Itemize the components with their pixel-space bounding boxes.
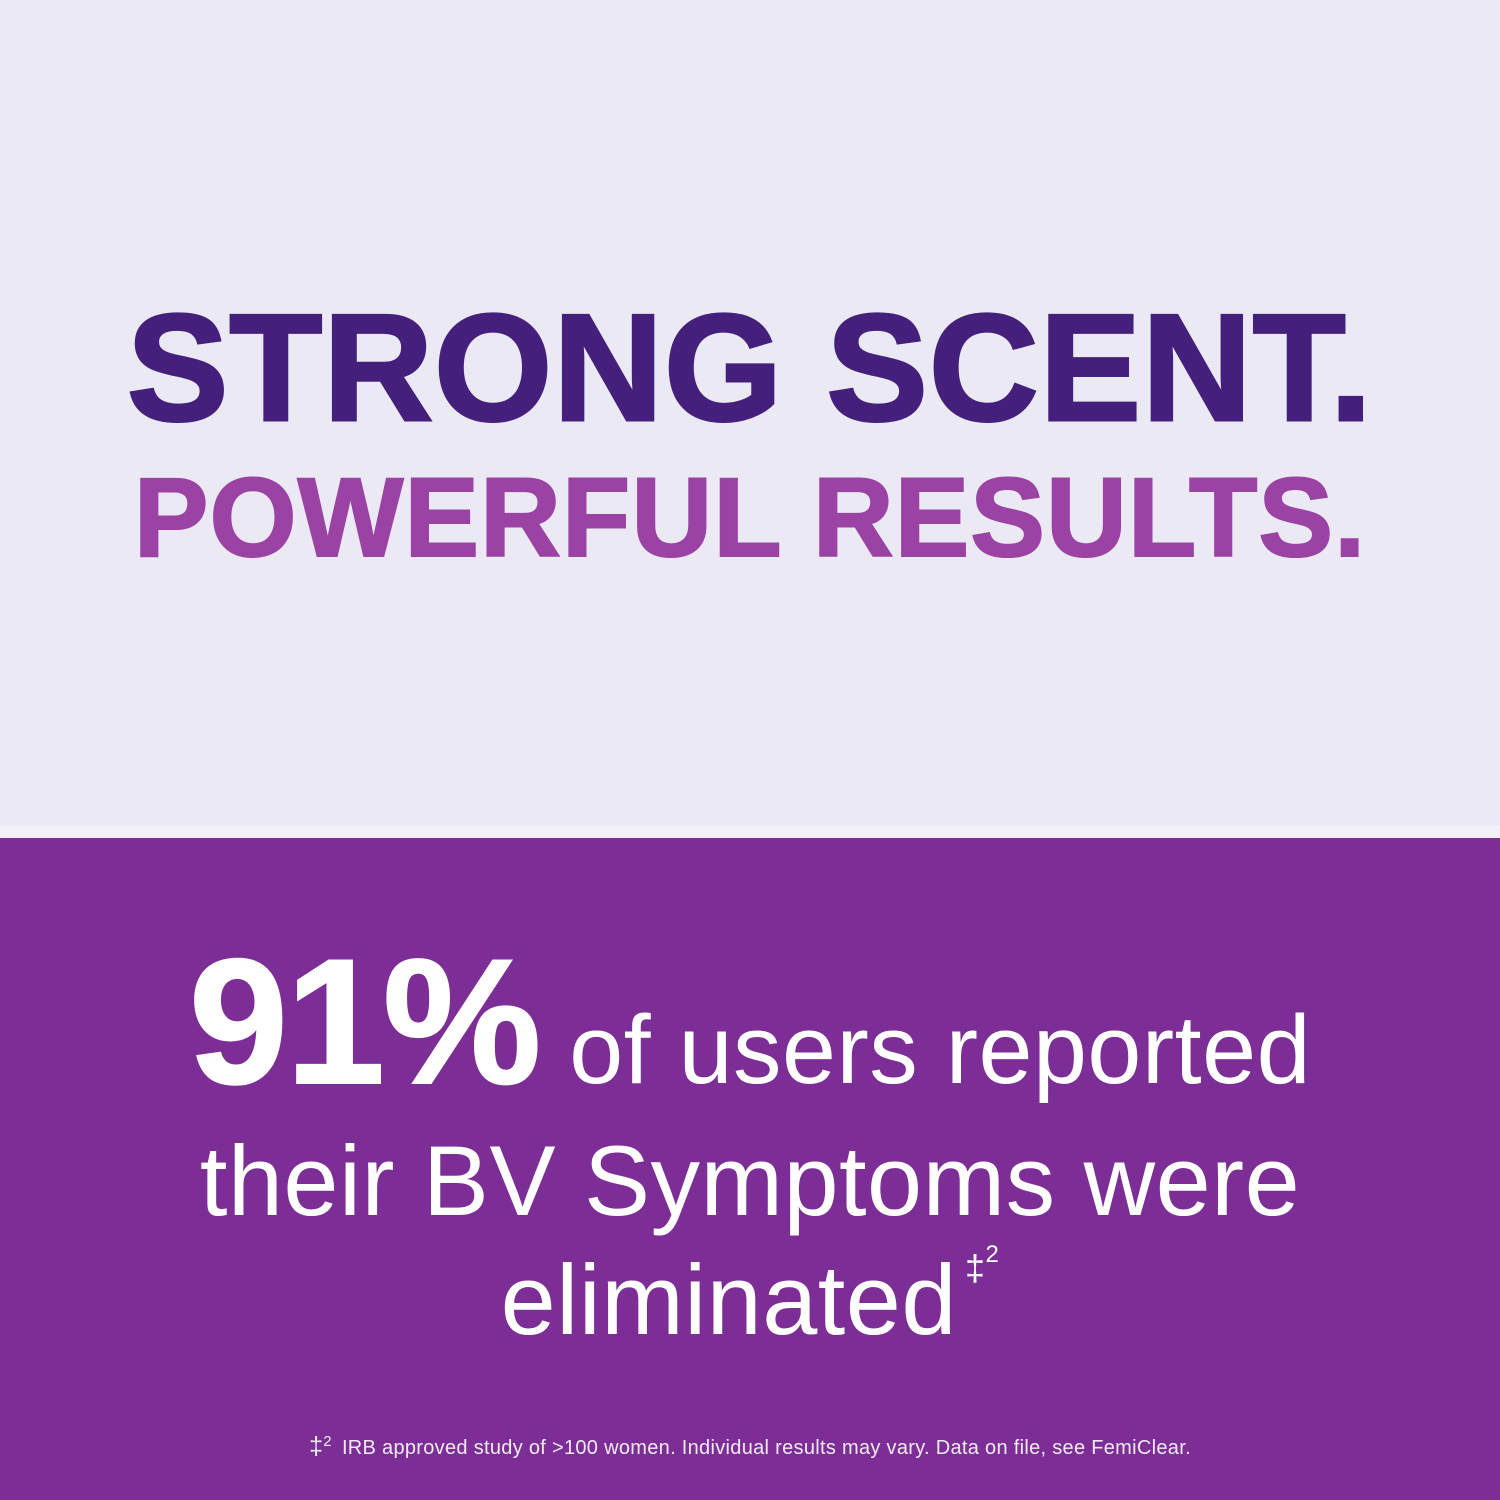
- stat-value: 91%: [188, 922, 542, 1121]
- footnote-number-marker: 2: [323, 1433, 332, 1450]
- stat-line-3: eliminated ‡2: [0, 1241, 1500, 1350]
- stat-footnote-number-marker: 2: [985, 1241, 1000, 1268]
- stat-line-3-text: eliminated: [500, 1244, 957, 1355]
- hero-headline-secondary: POWERFUL RESULTS.: [133, 455, 1367, 580]
- stat-section: 91% of users reported their BV Symptoms …: [0, 838, 1500, 1500]
- section-divider: [0, 826, 1500, 838]
- stat-footnote-dagger-marker: ‡: [964, 1247, 986, 1288]
- stat-line-1-text: of users reported: [569, 995, 1312, 1104]
- footnote-text: IRB approved study of >100 women. Indivi…: [341, 1437, 1191, 1459]
- hero-section: STRONG SCENT. POWERFUL RESULTS.: [125, 283, 1374, 580]
- stat-line-2: their BV Symptoms were: [199, 1125, 1301, 1236]
- stat-line-1: 91% of users reported: [0, 922, 1500, 1121]
- footnote-dagger-marker: ‡: [309, 1432, 324, 1460]
- hero-headline-primary: STRONG SCENT.: [126, 283, 1374, 453]
- footnote: ‡2 IRB approved study of >100 women. Indi…: [0, 1432, 1500, 1461]
